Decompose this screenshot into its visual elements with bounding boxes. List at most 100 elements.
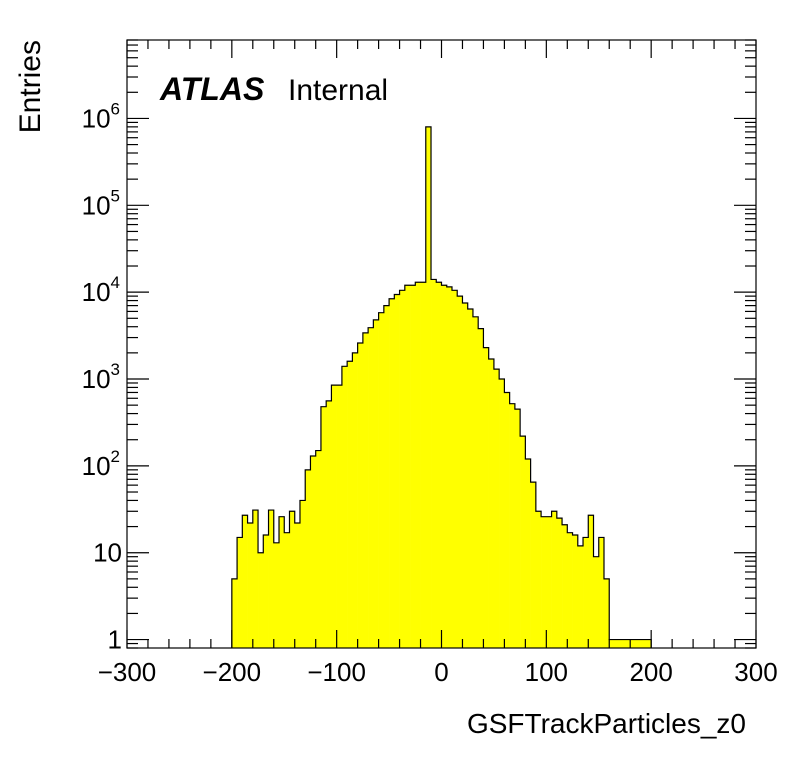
histogram-bar [556, 518, 563, 648]
y-tick-label: 104 [82, 273, 120, 307]
histogram-bar [352, 352, 358, 648]
histogram-bar [577, 545, 584, 648]
histogram-bar [331, 385, 337, 648]
histogram-bar [263, 534, 269, 648]
histogram-bar [431, 279, 437, 648]
x-tick-label: 0 [434, 657, 448, 687]
histogram-bar [509, 403, 516, 648]
histogram-bar [472, 316, 479, 648]
histogram-bar [598, 537, 605, 648]
y-tick-label: 1 [108, 625, 122, 655]
histogram-bar [457, 296, 463, 648]
histogram-bar [294, 522, 301, 648]
histogram-bar [357, 342, 364, 648]
y-tick-label: 105 [82, 186, 120, 220]
histogram-bar [273, 542, 280, 648]
histogram-bar [289, 511, 296, 648]
x-tick-label: 100 [525, 657, 568, 687]
x-tick-label: −200 [203, 657, 262, 687]
histogram-bar [546, 516, 552, 648]
histogram-bar [619, 639, 626, 648]
histogram-bar [389, 298, 395, 648]
axis-ticks [126, 39, 757, 649]
histogram-bar [593, 556, 600, 648]
histogram-bar [446, 286, 453, 648]
histogram-bar [609, 639, 615, 648]
histogram-bar [420, 282, 427, 648]
histogram-bar [441, 285, 448, 648]
histogram-bar [425, 126, 432, 649]
histogram-bar [242, 515, 248, 648]
x-tick-label: −100 [307, 657, 366, 687]
histogram-bar [410, 285, 416, 648]
histogram-bar [415, 282, 421, 648]
histogram-bar [231, 578, 238, 648]
histogram-bar [467, 308, 474, 648]
y-axis-title: Entries [14, 40, 47, 133]
histogram-bar [483, 347, 489, 648]
tick-labels: −300 −200 −100 0 100 200 300 1 10 102 103 104 105 106 [82, 99, 778, 687]
histogram-bar [504, 392, 510, 648]
histogram-outline [231, 126, 652, 648]
histogram-bar [347, 361, 353, 648]
histogram-bar [514, 409, 521, 648]
y-tick-label: 106 [82, 99, 120, 133]
histogram-bar [247, 522, 254, 648]
histogram-bar [520, 436, 526, 648]
histogram-bar [525, 458, 531, 648]
histogram-bar [436, 282, 442, 648]
histogram-bar [320, 406, 327, 648]
histogram-bar [588, 515, 594, 648]
histogram-bars [231, 126, 652, 649]
histogram-bar [368, 327, 374, 648]
y-tick-label: 10 [93, 538, 122, 568]
histogram-bar [614, 639, 621, 648]
histogram-bar [341, 366, 348, 648]
histogram-bar [535, 511, 542, 648]
histogram-bar [630, 639, 636, 648]
histogram-bar [462, 303, 469, 648]
histogram-bar [478, 328, 484, 648]
histogram-bar [572, 534, 579, 648]
histogram-bar [562, 524, 568, 648]
histogram-bar [284, 532, 290, 648]
histogram-bar [530, 482, 537, 648]
histogram-bar [326, 400, 332, 648]
histogram-bar [645, 639, 652, 648]
histogram-bar [583, 537, 589, 648]
x-axis-title: GSFTrackParticles_z0 [467, 708, 746, 739]
histogram-bar [315, 450, 322, 648]
histogram-bar [499, 379, 505, 648]
y-tick-label: 102 [82, 447, 120, 481]
x-tick-label: 200 [629, 657, 672, 687]
histogram-bar [399, 290, 406, 648]
histogram-bar [567, 532, 573, 648]
histogram-bar [488, 358, 495, 648]
histogram-bar [551, 511, 558, 648]
x-tick-label: −300 [98, 657, 157, 687]
histogram-bar [252, 510, 259, 648]
histogram-bar [336, 385, 343, 648]
histogram-bar [635, 639, 641, 648]
atlas-label: ATLAS [159, 71, 265, 107]
histogram-bar [362, 332, 369, 648]
histogram-bar [541, 516, 547, 648]
histogram-bar [237, 537, 243, 648]
atlas-status-label: Internal [288, 74, 388, 107]
y-tick-label: 103 [82, 360, 120, 394]
histogram-bar [451, 290, 458, 648]
histogram-bar [268, 510, 275, 648]
histogram-bar [378, 312, 385, 648]
histogram-bar [299, 500, 306, 648]
histogram-bar [640, 639, 647, 648]
histogram-bar [404, 285, 411, 648]
histogram-bar [493, 369, 500, 648]
histogram-bar [310, 455, 316, 648]
histogram-bar [258, 552, 264, 648]
histogram-bar [279, 516, 285, 648]
histogram-bar [603, 578, 610, 648]
histogram-bar [394, 294, 400, 648]
histogram-bar [305, 469, 311, 648]
